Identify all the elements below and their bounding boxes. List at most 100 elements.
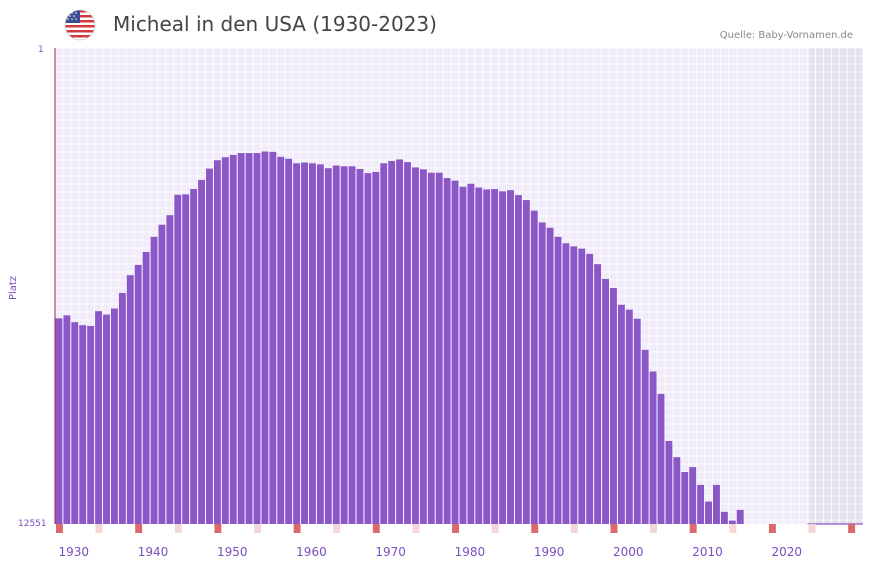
decade-marker-1968 [372, 524, 380, 533]
bar-2012 [720, 511, 728, 524]
bar-1959 [301, 162, 308, 524]
decade-marker-1998 [610, 524, 618, 533]
bar-1993 [570, 246, 578, 524]
bar-1943 [174, 194, 182, 524]
decade-marker-1963 [333, 524, 341, 533]
decade-marker-1943 [174, 524, 182, 533]
bar-1977 [443, 178, 451, 524]
bar-1990 [546, 227, 554, 524]
bar-2011 [712, 484, 720, 524]
bar-1978 [451, 180, 459, 525]
chart-header: Micheal in den USA (1930-2023) Quelle: B… [0, 0, 873, 48]
decade-marker-1988 [531, 524, 539, 533]
bar-2004 [657, 393, 665, 524]
bar-1994 [578, 248, 586, 524]
bar-1932 [87, 325, 95, 524]
bar-1997 [602, 278, 610, 524]
bar-1942 [166, 215, 174, 524]
bar-1983 [491, 189, 499, 524]
x-tick-label-1960: 1960 [296, 545, 327, 559]
bar-1960 [308, 163, 316, 524]
bar-1956 [277, 156, 285, 524]
bar-2000 [625, 309, 633, 524]
x-tick-label-1940: 1940 [138, 545, 169, 559]
decade-marker-2013 [729, 524, 737, 533]
decade-marker-1983 [491, 524, 499, 533]
bar-2013 [728, 520, 736, 524]
bar-1946 [198, 179, 206, 524]
y-tick-label-top: 1 [38, 45, 44, 55]
decade-marker-1958 [293, 524, 301, 533]
x-tick-label-2020: 2020 [771, 545, 802, 559]
bar-1938 [134, 264, 142, 524]
bar-2001 [633, 318, 641, 524]
bar-2003 [649, 371, 657, 524]
x-tick-label-2000: 2000 [613, 545, 644, 559]
bar-1985 [507, 190, 514, 524]
source-credit: Quelle: Baby-Vornamen.de [719, 30, 853, 41]
bar-1955 [269, 151, 277, 525]
bar-1975 [427, 172, 435, 524]
decade-marker-1993 [570, 524, 578, 533]
decade-marker-1978 [452, 524, 459, 533]
x-tick-label-1950: 1950 [217, 545, 248, 559]
bar-1991 [554, 236, 562, 524]
bar-2005 [665, 440, 673, 524]
future-region [809, 48, 863, 524]
bar-1988 [530, 210, 538, 524]
bar-1940 [150, 236, 158, 524]
bar-1928 [55, 318, 63, 524]
bar-1947 [206, 168, 213, 524]
bar-1965 [348, 166, 356, 524]
bar-1941 [158, 224, 166, 524]
bar-1950 [229, 154, 237, 524]
decade-marker-2003 [650, 524, 658, 533]
x-tick-label-2010: 2010 [692, 545, 723, 559]
bar-1948 [213, 160, 221, 524]
bar-1966 [356, 168, 364, 524]
bar-1961 [316, 164, 324, 524]
bar-1982 [483, 189, 491, 525]
bar-1980 [467, 183, 475, 524]
bar-1931 [79, 325, 87, 524]
bar-1958 [293, 163, 301, 524]
bar-1996 [594, 264, 602, 524]
bar-1930 [71, 322, 79, 524]
us-flag-icon [64, 9, 96, 41]
bar-1929 [63, 315, 71, 524]
bar-1957 [285, 158, 293, 525]
bar-1963 [332, 165, 340, 524]
bar-1984 [499, 191, 507, 524]
decade-marker-1933 [95, 524, 103, 533]
bar-1986 [514, 195, 522, 524]
bar-1945 [190, 189, 198, 524]
bar-1962 [324, 168, 332, 524]
bar-1995 [586, 253, 594, 525]
bar-1935 [110, 308, 118, 524]
bar-1953 [253, 153, 261, 524]
decade-marker-1973 [412, 524, 420, 533]
bar-2010 [705, 501, 712, 524]
bar-2014 [736, 509, 744, 524]
bar-1954 [261, 151, 269, 525]
bar-1976 [435, 172, 443, 524]
bar-2006 [673, 457, 681, 524]
bar-1992 [562, 243, 570, 524]
bar-1973 [411, 167, 419, 525]
bar-1979 [459, 186, 467, 524]
bar-1998 [610, 288, 617, 524]
y-tick-label-bottom: 12551 [18, 519, 47, 529]
bar-1972 [404, 162, 411, 524]
bar-1951 [237, 153, 245, 524]
x-tick-label-1980: 1980 [455, 545, 486, 559]
decade-marker-1948 [214, 524, 222, 533]
decade-marker-1928 [56, 524, 63, 533]
bar-1964 [340, 166, 348, 524]
bar-1944 [182, 194, 190, 524]
decade-marker-1938 [135, 524, 143, 533]
bar-1999 [617, 304, 625, 524]
chart-title: Micheal in den USA (1930-2023) [113, 12, 437, 36]
bar-1974 [419, 169, 427, 525]
bar-2002 [641, 349, 649, 524]
